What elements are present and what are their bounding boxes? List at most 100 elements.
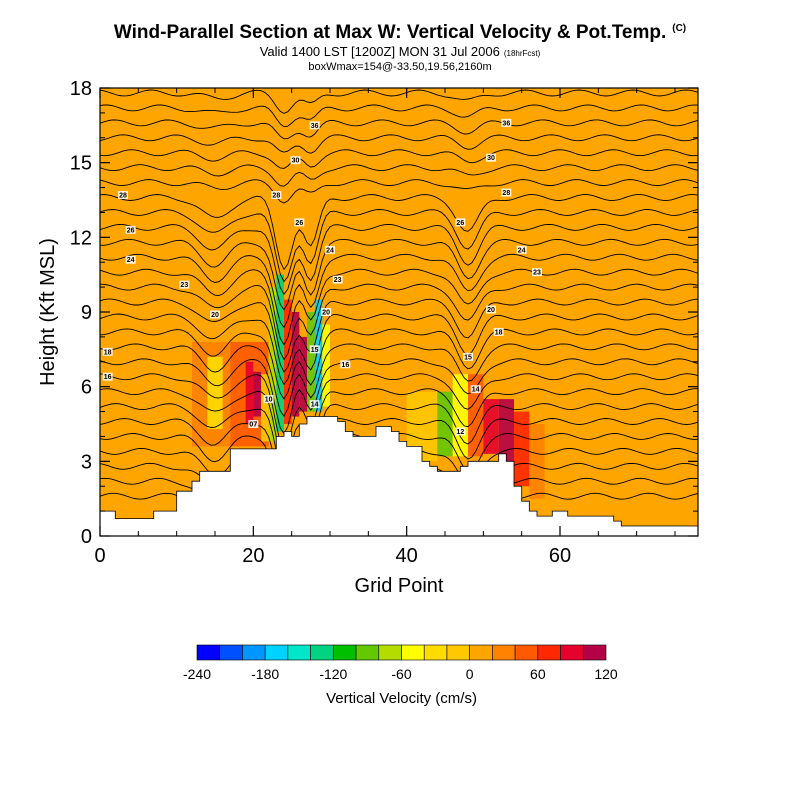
velocity-cell bbox=[483, 399, 499, 454]
theta-contour-line bbox=[99, 298, 699, 373]
contour-label-bg bbox=[290, 156, 301, 165]
velocity-cell bbox=[245, 361, 254, 424]
colorbar-tick-label: -60 bbox=[391, 666, 411, 682]
contour-label-bg bbox=[470, 385, 481, 394]
theta-contour-line bbox=[99, 164, 699, 187]
colorbar-swatch bbox=[582, 644, 607, 661]
contour-label-bg bbox=[102, 347, 113, 356]
velocity-cell bbox=[314, 299, 323, 412]
contour-label-bg bbox=[125, 255, 136, 264]
theta-contour-line bbox=[99, 283, 699, 361]
contour-label: 18 bbox=[104, 349, 112, 356]
valid-time-text: Valid 1400 LST [1200Z] MON 31 Jul 2006 bbox=[259, 44, 500, 59]
terrain-mask bbox=[99, 416, 699, 537]
contour-label: 07 bbox=[249, 422, 257, 429]
colorbar-swatch bbox=[378, 644, 402, 661]
x-tick-label: 0 bbox=[94, 545, 105, 567]
colorbar-swatch bbox=[196, 644, 221, 661]
theta-contour-line bbox=[99, 253, 699, 329]
contour-label-bg bbox=[455, 218, 466, 227]
colorbar-swatch bbox=[469, 644, 493, 661]
contour-label-bg bbox=[309, 345, 320, 354]
theta-contour-line bbox=[99, 119, 699, 140]
velocity-cell bbox=[207, 356, 223, 429]
theta-contour-line bbox=[99, 209, 699, 283]
contour-label-bg bbox=[516, 245, 527, 254]
contour-label: 14 bbox=[311, 402, 319, 409]
theta-contour-line bbox=[99, 343, 699, 417]
contour-label: 36 bbox=[311, 123, 319, 130]
theta-contour-line bbox=[99, 194, 699, 271]
contour-label-bg bbox=[118, 191, 128, 200]
contour-label: 14 bbox=[472, 387, 480, 394]
contour-label: 20 bbox=[487, 307, 495, 314]
velocity-cell bbox=[261, 374, 269, 442]
colorbar-tick-label: -180 bbox=[251, 666, 279, 682]
theta-contour-line bbox=[99, 238, 699, 311]
theta-contour-line bbox=[99, 104, 699, 128]
contour-label: 15 bbox=[464, 354, 472, 361]
x-tick-label: 20 bbox=[242, 545, 264, 567]
contour-label: 12 bbox=[456, 429, 464, 436]
colorbar-swatch bbox=[537, 644, 561, 661]
contour-label-bg bbox=[125, 225, 136, 234]
velocity-cell bbox=[322, 324, 330, 407]
x-tick-label: 60 bbox=[549, 545, 571, 567]
terrain bbox=[99, 416, 699, 537]
theta-contour-line bbox=[99, 403, 699, 476]
theta-contour-line bbox=[99, 373, 699, 451]
contour-label: 20 bbox=[322, 310, 330, 317]
colorbar-tick-label: -120 bbox=[319, 666, 347, 682]
colorbar-swatch bbox=[492, 644, 516, 661]
contour-label-bg bbox=[325, 245, 335, 254]
colorbar-swatch bbox=[423, 644, 448, 661]
theta-contour-line bbox=[99, 388, 698, 464]
velocity-cell bbox=[276, 274, 284, 432]
field-streak bbox=[130, 162, 162, 487]
contour-label-bg bbox=[271, 191, 282, 200]
contour-label-bg bbox=[210, 310, 220, 319]
y-tick-label: 0 bbox=[81, 526, 92, 548]
theta-contour-line bbox=[99, 223, 699, 296]
contour-label: 30 bbox=[487, 155, 495, 162]
theta-contour-line bbox=[99, 179, 699, 204]
theta-contour-line bbox=[99, 89, 699, 114]
contour-label-bg bbox=[102, 372, 113, 381]
contour-label-bg bbox=[486, 305, 496, 314]
contour-label-bg bbox=[501, 118, 512, 127]
contour-label-bg bbox=[294, 218, 305, 227]
contour-label: 23 bbox=[334, 277, 342, 284]
y-tick-label: 9 bbox=[81, 302, 92, 324]
forecast-note: (18hrFcst) bbox=[503, 49, 541, 58]
contour-label: 24 bbox=[127, 257, 135, 264]
theta-contour-line bbox=[99, 313, 699, 386]
y-tick-label: 15 bbox=[70, 153, 92, 175]
velocity-cell bbox=[284, 299, 292, 424]
colorbar-swatch bbox=[446, 644, 470, 661]
contour-label: 16 bbox=[104, 374, 112, 381]
theta-contour-line bbox=[99, 328, 699, 400]
colorbar-swatch bbox=[242, 644, 266, 661]
colorbar-label: Vertical Velocity (cm/s) bbox=[326, 690, 477, 707]
theta-contour-line bbox=[99, 134, 699, 154]
contour-label: 28 bbox=[502, 190, 510, 197]
colorbar-swatch bbox=[355, 644, 380, 661]
colorbar-tick-label: -240 bbox=[183, 666, 211, 682]
y-axis-label: Height (Kft MSL) bbox=[37, 238, 59, 386]
velocity-cell bbox=[307, 312, 315, 412]
contour-label-bg bbox=[309, 121, 320, 130]
field-streak bbox=[652, 162, 683, 487]
y-tick-label: 18 bbox=[70, 78, 92, 100]
copyright-mark: (C) bbox=[672, 22, 687, 34]
colorbar-swatch bbox=[287, 644, 311, 661]
colorbar-swatch bbox=[514, 644, 539, 661]
colorbar-tick-label: 120 bbox=[594, 666, 618, 682]
colorbar-swatch bbox=[219, 644, 243, 661]
contour-label: 30 bbox=[292, 158, 300, 165]
velocity-cell bbox=[437, 391, 453, 457]
contour-label-bg bbox=[493, 327, 504, 336]
contour-label-bg bbox=[486, 153, 496, 162]
x-axis-label: Grid Point bbox=[355, 575, 444, 597]
